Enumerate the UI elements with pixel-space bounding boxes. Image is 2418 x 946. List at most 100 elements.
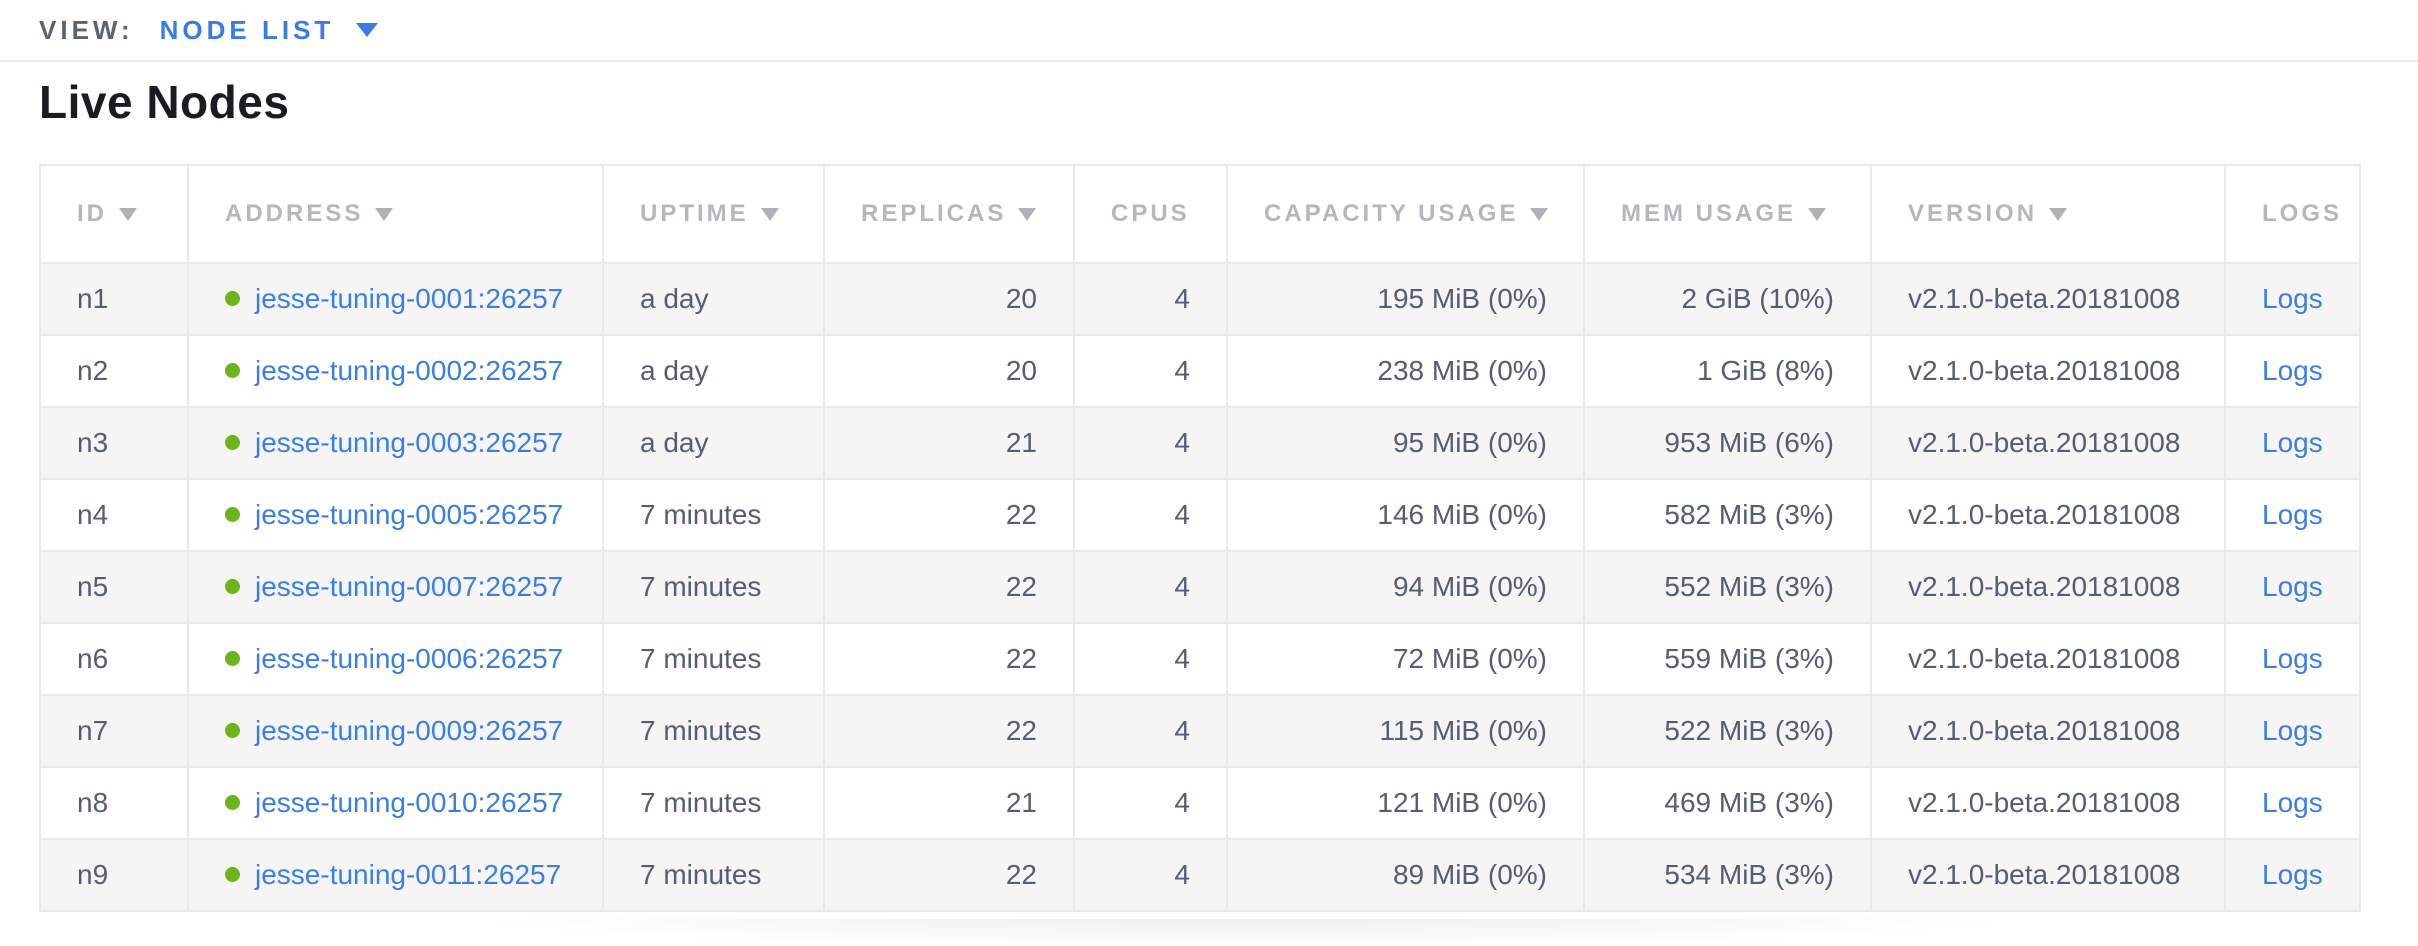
column-header-cpus: CPUS [1073,164,1228,264]
cell-cpus: 4 [1073,622,1228,696]
cell-id: n7 [39,694,189,768]
node-address-link[interactable]: jesse-tuning-0010:26257 [255,787,564,818]
column-header-replicas[interactable]: REPLICAS [823,164,1075,264]
cell-logs: Logs [2224,838,2361,912]
cell-address: jesse-tuning-0003:26257 [187,406,604,480]
column-header-capacity[interactable]: CAPACITY USAGE [1226,164,1585,264]
table-header-row: ID ADDRESS UPTIME REPLICAS CPUS CAPACITY USAG… [39,164,2361,264]
cell-mem: 2 GiB (10%) [1583,262,1872,336]
live-status-dot [225,507,240,522]
cell-cpus: 4 [1073,838,1228,912]
column-header-label: ID [77,200,107,227]
live-status-dot [225,867,240,882]
cell-capacity: 94 MiB (0%) [1226,550,1585,624]
node-logs-link[interactable]: Logs [2262,571,2323,602]
cell-uptime: a day [602,406,825,480]
table-row: n7 jesse-tuning-0009:26257 7 minutes 22 4 115… [39,694,2361,768]
cell-logs: Logs [2224,334,2361,408]
cell-address: jesse-tuning-0009:26257 [187,694,604,768]
cell-logs: Logs [2224,622,2361,696]
cell-id: n8 [39,766,189,840]
node-address-link[interactable]: jesse-tuning-0006:26257 [255,643,564,674]
sort-desc-icon [375,208,394,221]
cell-capacity: 95 MiB (0%) [1226,406,1585,480]
view-selector-bar: VIEW: NODE LIST [0,0,2418,62]
cell-address: jesse-tuning-0006:26257 [187,622,604,696]
column-header-label: VERSION [1908,200,2038,227]
cell-capacity: 89 MiB (0%) [1226,838,1585,912]
sort-desc-icon [1530,208,1549,221]
column-header-uptime[interactable]: UPTIME [602,164,825,264]
column-header-label: UPTIME [640,200,749,227]
cell-mem: 1 GiB (8%) [1583,334,1872,408]
cell-uptime: 7 minutes [602,550,825,624]
cell-replicas: 22 [823,838,1075,912]
cell-mem: 953 MiB (6%) [1583,406,1872,480]
column-header-label: CPUS [1111,200,1190,227]
cell-version: v2.1.0-beta.20181008 [1870,478,2226,552]
cell-cpus: 4 [1073,334,1228,408]
cell-logs: Logs [2224,694,2361,768]
node-logs-link[interactable]: Logs [2262,427,2323,458]
cell-capacity: 115 MiB (0%) [1226,694,1585,768]
sort-desc-icon [119,208,137,221]
cell-version: v2.1.0-beta.20181008 [1870,406,2226,480]
sort-desc-icon [1808,208,1827,221]
cell-address: jesse-tuning-0001:26257 [187,262,604,336]
node-logs-link[interactable]: Logs [2262,499,2323,530]
node-logs-link[interactable]: Logs [2262,355,2323,386]
cell-uptime: a day [602,334,825,408]
node-address-link[interactable]: jesse-tuning-0009:26257 [255,715,564,746]
view-dropdown[interactable]: NODE LIST [160,15,379,46]
node-address-link[interactable]: jesse-tuning-0011:26257 [255,859,562,890]
cell-cpus: 4 [1073,406,1228,480]
node-logs-link[interactable]: Logs [2262,787,2323,818]
cell-id: n1 [39,262,189,336]
cell-capacity: 238 MiB (0%) [1226,334,1585,408]
cell-uptime: 7 minutes [602,694,825,768]
column-header-label: LOGS [2262,200,2343,227]
node-address-link[interactable]: jesse-tuning-0005:26257 [255,499,564,530]
live-nodes-table: ID ADDRESS UPTIME REPLICAS CPUS CAPACITY USAG… [39,164,2361,912]
cell-replicas: 22 [823,550,1075,624]
cell-mem: 582 MiB (3%) [1583,478,1872,552]
node-logs-link[interactable]: Logs [2262,715,2323,746]
cell-mem: 552 MiB (3%) [1583,550,1872,624]
node-logs-link[interactable]: Logs [2262,283,2323,314]
table-row: n5 jesse-tuning-0007:26257 7 minutes 22 4 94 … [39,550,2361,624]
column-header-label: ADDRESS [225,200,364,227]
sort-desc-icon [2049,208,2068,221]
cell-uptime: 7 minutes [602,478,825,552]
column-header-version[interactable]: VERSION [1870,164,2226,264]
cell-replicas: 21 [823,766,1075,840]
node-address-link[interactable]: jesse-tuning-0003:26257 [255,427,564,458]
table-row: n2 jesse-tuning-0002:26257 a day 20 4 238 MiB… [39,334,2361,408]
column-header-id[interactable]: ID [39,164,189,264]
table-body: n1 jesse-tuning-0001:26257 a day 20 4 195 MiB… [39,262,2361,912]
cell-version: v2.1.0-beta.20181008 [1870,550,2226,624]
node-address-link[interactable]: jesse-tuning-0001:26257 [255,283,564,314]
cell-uptime: 7 minutes [602,622,825,696]
cell-address: jesse-tuning-0005:26257 [187,478,604,552]
view-dropdown-value[interactable]: NODE LIST [159,14,335,45]
cell-id: n2 [39,334,189,408]
table-header: ID ADDRESS UPTIME REPLICAS CPUS CAPACITY USAG… [39,164,2361,264]
table-row: n8 jesse-tuning-0010:26257 7 minutes 21 4 121… [39,766,2361,840]
cell-uptime: 7 minutes [602,838,825,912]
cell-address: jesse-tuning-0011:26257 [187,838,604,912]
node-logs-link[interactable]: Logs [2262,859,2323,890]
node-logs-link[interactable]: Logs [2262,643,2323,674]
cell-logs: Logs [2224,766,2361,840]
cell-cpus: 4 [1073,550,1228,624]
node-address-link[interactable]: jesse-tuning-0007:26257 [255,571,564,602]
cell-address: jesse-tuning-0002:26257 [187,334,604,408]
table-row: n6 jesse-tuning-0006:26257 7 minutes 22 4 72 … [39,622,2361,696]
column-header-mem[interactable]: MEM USAGE [1583,164,1872,264]
node-address-link[interactable]: jesse-tuning-0002:26257 [255,355,564,386]
cell-uptime: 7 minutes [602,766,825,840]
live-status-dot [225,291,240,306]
table-row: n3 jesse-tuning-0003:26257 a day 21 4 95 MiB … [39,406,2361,480]
column-header-label: REPLICAS [861,200,1007,227]
cell-version: v2.1.0-beta.20181008 [1870,766,2226,840]
column-header-address[interactable]: ADDRESS [187,164,604,264]
